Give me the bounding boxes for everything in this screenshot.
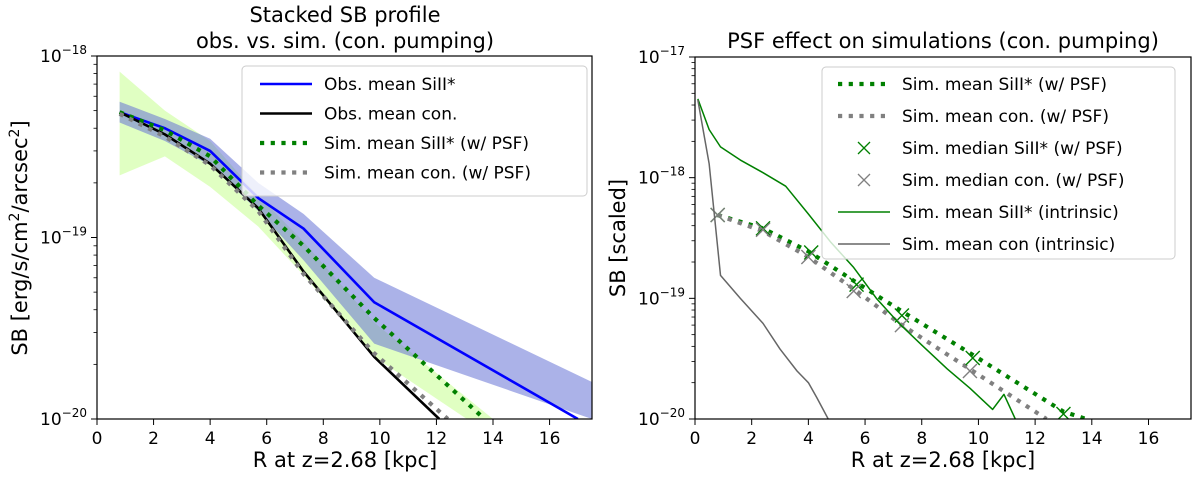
left-legend-entry-sim-mean-con-w-psf-label: Sim. mean con. (w/ PSF) <box>324 164 531 184</box>
left-x-tick-label-6: 6 <box>261 429 272 449</box>
right-legend-entry-sim-mean-siii-w-psf: Sim. mean SiII* (w/ PSF) <box>838 75 1107 95</box>
left-y-tick-label-1: 10−19 <box>40 225 87 249</box>
left-x-tick-label-4: 4 <box>205 429 216 449</box>
right-y-tick-label-0: 10−20 <box>638 406 685 430</box>
right-legend-entry-sim-median-siii-w-psf-label: Sim. median SiII* (w/ PSF) <box>902 139 1123 159</box>
left-x-tick-label-10: 10 <box>369 429 391 449</box>
left-chart-title-line-1: Stacked SB profile <box>249 3 440 27</box>
left-legend-entry-sim-mean-siii-w-psf: Sim. mean SiII* (w/ PSF) <box>260 134 529 154</box>
right-x-tick-label-12: 12 <box>1024 429 1046 449</box>
right-plot-frame <box>694 56 1192 420</box>
left-y-axis-label: SB [erg/s/cm2/arcsec2] <box>7 120 32 355</box>
right-chart: PSF effect on simulations (con. pumping)… <box>606 29 1192 472</box>
left-legend-entry-sim-mean-con-w-psf: Sim. mean con. (w/ PSF) <box>260 164 531 184</box>
right-legend-entry-sim-mean-con-intrinsic-label: Sim. mean con (intrinsic) <box>902 235 1115 255</box>
right-plot-area <box>697 98 1087 419</box>
left-legend-entry-obs-mean-siii: Obs. mean SiII* <box>260 75 456 95</box>
left-legend-entry-obs-mean-con-label: Obs. mean con. <box>324 105 457 125</box>
left-x-axis-label: R at z=2.68 [kpc] <box>253 448 438 472</box>
right-axes: 0 2 4 6 8 10 12 14 16 10−20 10−19 10−18 10−17 <box>638 44 1159 449</box>
left-chart-title-line-2: obs. vs. sim. (con. pumping) <box>196 29 494 53</box>
right-legend-entry-sim-median-siii-w-psf-marker <box>857 141 871 155</box>
right-legend-entry-sim-mean-siii-intrinsic: Sim. mean SiII* (intrinsic) <box>838 203 1119 223</box>
right-x-tick-label-14: 14 <box>1081 429 1103 449</box>
right-series-sim-median-con-w-psf-point-2 <box>800 249 816 265</box>
right-legend-entry-sim-median-siii-w-psf: Sim. median SiII* (w/ PSF) <box>857 139 1123 159</box>
right-series-sim-median-siii-w-psf-point-2 <box>803 244 819 260</box>
left-x-tick-label-8: 8 <box>318 429 329 449</box>
left-series-sim-mean-con-w-psf <box>118 111 450 419</box>
right-x-axis-label: R at z=2.68 [kpc] <box>851 448 1036 472</box>
right-legend-entry-sim-median-con-w-psf-label: Sim. median con. (w/ PSF) <box>902 171 1124 191</box>
left-x-tick-label-14: 14 <box>482 429 504 449</box>
right-x-tick-label-2: 2 <box>746 429 757 449</box>
right-x-tick-label-10: 10 <box>968 429 990 449</box>
right-y-tick-label-1: 10−19 <box>638 285 685 309</box>
left-legend: Obs. mean SiII* Obs. mean con. Sim. mean S… <box>241 65 588 197</box>
right-x-tick-label-8: 8 <box>916 429 927 449</box>
right-series-sim-median-siii-w-psf-point-1 <box>755 220 771 236</box>
right-legend-entry-sim-median-con-w-psf-marker <box>857 173 871 187</box>
right-series-sim-median-con-w-psf-point-0 <box>710 207 726 223</box>
right-x-tick-label-0: 0 <box>690 429 701 449</box>
left-y-tick-label-0: 10−20 <box>40 406 87 430</box>
right-series-sim-median-con-w-psf-point-5 <box>962 363 978 379</box>
right-series-sim-mean-con-intrinsic <box>697 99 829 419</box>
right-y-axis-label: SB [scaled] <box>606 179 630 297</box>
right-series-sim-mean-siii-intrinsic <box>697 98 1016 419</box>
left-plot-area <box>118 71 592 419</box>
right-series-sim-median-con-w-psf-point-1 <box>755 222 771 238</box>
right-series-sim-mean-siii-w-psf <box>717 213 1087 419</box>
left-x-tick-label-16: 16 <box>539 429 561 449</box>
left-series-obs-mean-siii <box>119 111 579 419</box>
left-x-tick-label-2: 2 <box>148 429 159 449</box>
right-x-tick-label-16: 16 <box>1138 429 1160 449</box>
left-legend-entry-sim-mean-siii-w-psf-label: Sim. mean SiII* (w/ PSF) <box>324 134 529 154</box>
right-legend-entry-sim-mean-con-w-psf: Sim. mean con. (w/ PSF) <box>838 107 1109 127</box>
right-x-tick-label-6: 6 <box>860 429 871 449</box>
left-x-tick-label-0: 0 <box>92 429 103 449</box>
right-series-sim-mean-con-w-psf <box>716 213 1048 419</box>
right-legend-entry-sim-median-con-w-psf: Sim. median con. (w/ PSF) <box>857 171 1124 191</box>
right-x-tick-label-4: 4 <box>803 429 814 449</box>
right-legend-entry-sim-mean-con-w-psf-label: Sim. mean con. (w/ PSF) <box>902 107 1109 127</box>
right-series-sim-median-con-w-psf-point-3 <box>846 283 862 299</box>
right-legend-entry-sim-mean-con-intrinsic: Sim. mean con (intrinsic) <box>838 235 1115 255</box>
left-chart: Stacked SB profile obs. vs. sim. (con. p… <box>7 3 593 472</box>
right-chart-title: PSF effect on simulations (con. pumping) <box>727 29 1159 53</box>
right-series-sim-median-siii-w-psf-point-5 <box>965 350 981 366</box>
right-legend: Sim. mean SiII* (w/ PSF) Sim. mean con. (… <box>821 66 1176 260</box>
left-axes: 0 2 4 6 8 10 12 14 16 10−20 10−19 10−18 <box>40 43 560 449</box>
left-band-obs-siii-error <box>119 101 592 419</box>
left-legend-entry-obs-mean-siii-label: Obs. mean SiII* <box>324 75 456 95</box>
left-y-tick-label-2: 10−18 <box>40 43 87 67</box>
right-y-tick-label-3: 10−17 <box>638 44 685 68</box>
right-y-tick-label-2: 10−18 <box>638 165 685 189</box>
left-legend-entry-obs-mean-con: Obs. mean con. <box>260 105 457 125</box>
right-legend-entry-sim-mean-siii-intrinsic-label: Sim. mean SiII* (intrinsic) <box>902 203 1119 223</box>
left-x-tick-label-12: 12 <box>426 429 448 449</box>
right-legend-entry-sim-mean-siii-w-psf-label: Sim. mean SiII* (w/ PSF) <box>902 75 1107 95</box>
